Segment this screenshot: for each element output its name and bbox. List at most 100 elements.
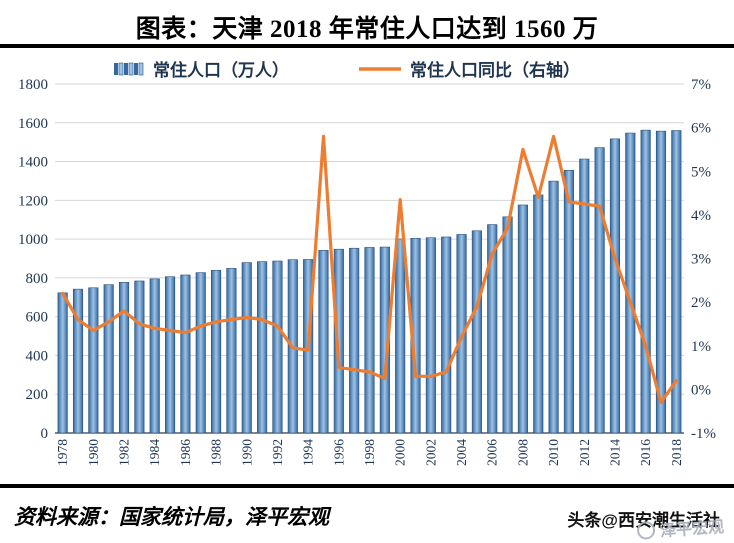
bar-series-icon [114,62,144,75]
left-axis-tick: 1400 [18,155,48,171]
left-axis-tick: 600 [26,310,49,326]
right-axis-tick: 3% [691,252,711,268]
population-bar [57,292,68,434]
left-axis-tick: 1200 [18,193,48,209]
x-axis-labels: 1978 1980 1982 1984 1986 1988 1990 1992 1994 1996… [55,439,684,466]
population-bar [487,224,498,434]
right-axis-tick: 6% [691,121,711,137]
x-axis-tick: 2004 [454,439,469,466]
population-bar [533,194,544,434]
footer: 资料来源：国家统计局，泽平宏观 头条@西安潮生活社 [0,488,734,531]
population-bar [103,284,114,434]
left-axis-tick: 1000 [18,232,48,248]
x-axis-tick: 2010 [546,439,561,466]
left-axis-tick: 1600 [18,116,48,132]
left-axis-tick: 0 [41,426,49,442]
population-bar [364,247,375,434]
population-bar [471,230,482,434]
line-series-icon [359,66,401,71]
right-axis-tick: 4% [691,208,711,224]
x-axis-tick: 1992 [270,439,285,466]
population-bar [625,132,636,434]
credit: 头条@西安潮生活社 [567,511,720,530]
population-bar [165,276,176,434]
population-bar [180,274,191,434]
watermark-text: 泽平宏观 [659,518,725,541]
population-bar [272,260,283,434]
legend-label-population: 常住人口（万人） [153,61,289,80]
x-axis-tick: 1988 [209,439,224,466]
left-axis-tick: 200 [26,387,49,403]
x-axis-tick: 2018 [669,439,684,466]
x-axis-tick: 1990 [239,439,254,466]
population-bar [517,204,528,434]
population-bar [594,147,605,434]
x-axis-tick: 1994 [301,439,316,466]
population-bar [563,169,574,434]
x-axis-tick: 2008 [515,439,530,466]
x-axis-tick: 1984 [147,439,162,466]
population-bar [395,238,406,434]
population-bar [579,158,590,434]
x-axis-tick: 2002 [423,439,438,466]
x-axis-tick: 2016 [638,439,653,466]
x-axis-tick: 1996 [331,439,346,466]
population-bar [671,130,682,434]
population-bar [134,280,145,434]
footer-divider [0,484,734,488]
right-axis-tick: 1% [691,339,711,355]
population-bars [57,129,682,434]
right-axis-tick: -1% [691,426,716,442]
right-axis-tick: 2% [691,295,711,311]
left-axis-tick: 800 [26,271,49,287]
x-axis-tick: 1998 [362,439,377,466]
left-axis-tick: 1800 [18,77,48,93]
population-bar [118,282,130,434]
left-axis-tick: 400 [26,348,49,364]
population-bar [333,248,344,434]
x-axis-tick: 2006 [485,439,500,466]
grid-lines [55,83,684,434]
chart-area: 常住人口（万人） 常住人口同比（右轴） 0 200 400 600 800 1000 120… [0,48,734,540]
population-bar [425,237,436,434]
left-axis-labels: 0 200 400 600 800 1000 1200 1400 1600 1800 [18,77,48,442]
population-bar [88,287,99,434]
population-bar [441,236,452,434]
population-bar [195,272,206,434]
population-bar [609,138,621,434]
right-axis-tick: 0% [691,382,711,398]
population-bar [548,180,559,434]
population-bar [655,130,667,434]
watermark: 泽平宏观 [636,513,725,543]
x-axis-tick: 1986 [178,439,193,466]
population-bar [149,278,160,434]
population-bar [257,261,268,434]
x-axis-tick: 2014 [607,439,622,466]
right-axis-tick: 7% [691,77,711,93]
x-axis-tick: 2012 [577,439,592,466]
x-axis-tick: 1978 [55,439,70,466]
chart-legend: 常住人口（万人） 常住人口同比（右轴） [0,56,694,81]
x-axis-tick: 2000 [393,439,408,466]
population-bar [241,262,252,434]
watermark-logo-icon [636,520,656,541]
page-title: 图表：天津 2018 年常住人口达到 1560 万 [135,16,599,43]
yoy-line [61,134,678,405]
x-axis-tick: 1982 [117,439,132,466]
right-axis-tick: 5% [691,164,711,180]
population-chart: 0 200 400 600 800 1000 1200 1400 1600 1800 -1% 0% 1%… [18,77,716,466]
right-axis-labels: -1% 0% 1% 2% 3% 4% 5% 6% 7% [691,77,716,442]
source-note: 资料来源：国家统计局，泽平宏观 [14,505,329,529]
population-bar [349,247,360,434]
legend-item-population: 常住人口（万人） [114,56,289,81]
legend-label-yoy: 常住人口同比（右轴） [410,61,580,80]
population-bar [226,268,237,434]
population-bar [318,250,329,434]
population-bar [502,216,513,434]
population-bar [72,288,84,434]
population-bar [640,129,651,434]
population-bar [211,270,222,434]
x-axis-tick: 1980 [86,439,101,466]
legend-item-yoy: 常住人口同比（右轴） [359,56,580,81]
